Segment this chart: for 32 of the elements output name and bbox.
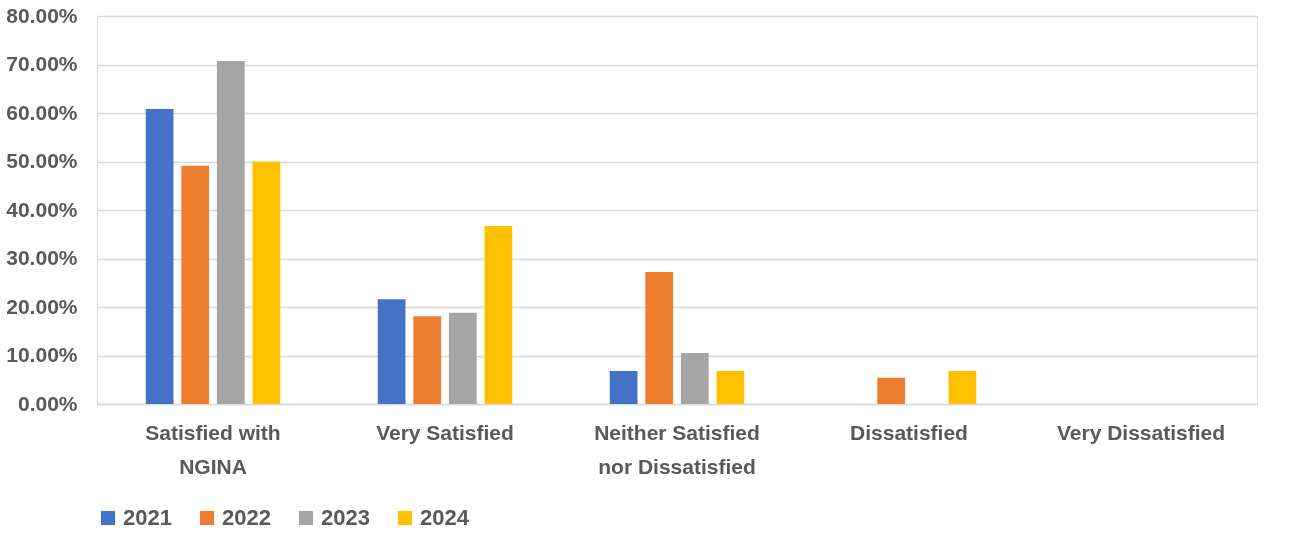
bar (413, 316, 442, 404)
x-tick-label: Neither Satisfied nor Dissatisfied (594, 420, 760, 478)
x-tick-label: Very Satisfied (376, 420, 514, 444)
x-tick-label: Very Dissatisfied (1056, 420, 1226, 444)
legend-label: 2023 (321, 505, 370, 530)
bar (181, 165, 210, 404)
bar (680, 353, 709, 404)
y-tick-label: 70.00% (6, 52, 78, 75)
bar (877, 377, 906, 404)
bar (448, 312, 477, 404)
bar (145, 109, 174, 404)
y-tick-label: 50.00% (6, 149, 78, 172)
y-tick-label: 40.00% (6, 197, 78, 221)
y-tick-label: 60.00% (6, 100, 78, 124)
x-tick-label: Satisfied with NGINA (145, 420, 281, 478)
x-tick-label: Dissatisfied (850, 420, 968, 444)
y-tick-label: 0.00% (17, 391, 78, 415)
bar (716, 371, 745, 404)
legend-label: 2021 (123, 505, 172, 530)
bar (645, 272, 674, 404)
bar (484, 226, 513, 404)
legend-label: 2022 (222, 505, 271, 530)
bar (216, 61, 245, 404)
y-tick-label: 80.00% (6, 3, 78, 27)
legend-label: 2024 (420, 505, 470, 530)
bar (948, 371, 977, 404)
bar (609, 371, 638, 404)
bar (377, 299, 406, 404)
y-tick-label: 10.00% (6, 343, 78, 366)
y-tick-label: 20.00% (6, 294, 78, 318)
bar (252, 161, 281, 404)
y-tick-label: 30.00% (6, 246, 78, 269)
